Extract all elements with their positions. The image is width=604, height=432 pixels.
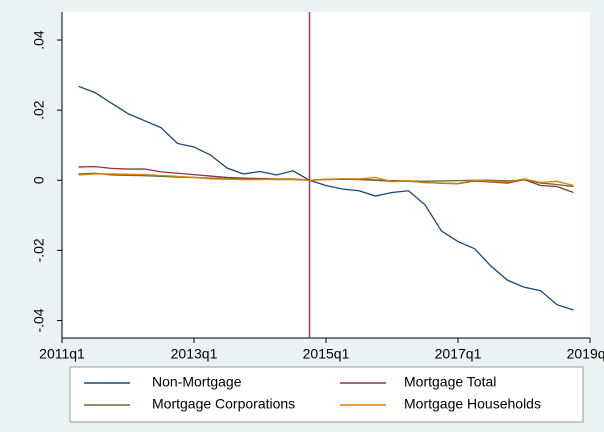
x-tick-label: 2013q1 bbox=[171, 346, 218, 362]
legend-label: Non-Mortgage bbox=[152, 374, 242, 390]
series-line bbox=[78, 173, 574, 187]
legend-label: Mortgage Total bbox=[404, 374, 496, 390]
y-tick-label: -.02 bbox=[31, 238, 47, 262]
x-tick-label: 2019q1 bbox=[567, 346, 604, 362]
y-tick-label: 0 bbox=[31, 176, 47, 184]
series-line bbox=[78, 85, 574, 311]
y-tick-label: .04 bbox=[31, 30, 47, 50]
y-tick-label: -.04 bbox=[31, 308, 47, 332]
legend-label: Mortgage Corporations bbox=[152, 396, 295, 412]
x-tick-label: 2015q1 bbox=[303, 346, 350, 362]
x-tick-label: 2017q1 bbox=[435, 346, 482, 362]
y-tick-label: .02 bbox=[31, 100, 47, 120]
x-tick-label: 2011q1 bbox=[39, 346, 85, 362]
legend-box bbox=[69, 366, 584, 423]
legend-label: Mortgage Households bbox=[404, 396, 541, 412]
